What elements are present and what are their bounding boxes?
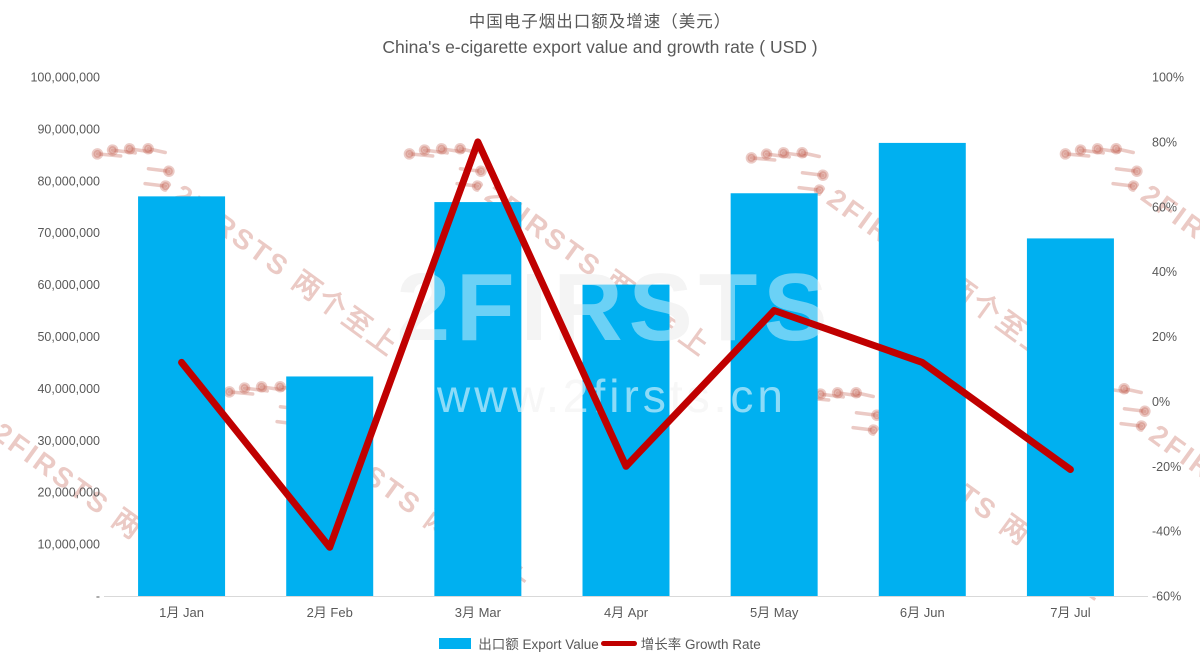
brand-watermark: 2FIRSTS 两个至上 <box>395 112 725 375</box>
export-value-swatch <box>439 637 472 649</box>
dragonfly-watermark-icon <box>745 146 829 196</box>
x-axis-label: 1月 Jan <box>159 605 204 620</box>
left-axis-tick: 70,000,000 <box>37 226 100 240</box>
legend-label-export-value: 出口额 Export Value <box>478 637 599 652</box>
bar-7月 Jul <box>1026 238 1114 596</box>
center-watermark-url-over: www.2firsts.cn <box>436 370 787 422</box>
right-axis-tick: 100% <box>1152 71 1184 85</box>
left-axis-tick: 20,000,000 <box>37 486 100 500</box>
legend-label-growth-rate: 增长率 Growth Rate <box>640 637 761 652</box>
growth-rate-line <box>178 138 1074 551</box>
left-axis-tick: 80,000,000 <box>37 174 100 188</box>
left-axis-tick: - <box>96 590 100 604</box>
legend-item-export-value: 出口额 Export Value <box>439 633 599 653</box>
bar-6月 Jun <box>878 142 966 596</box>
chart-legend: 出口额 Export Value 增长率 Growth Rate <box>0 633 1200 653</box>
x-axis-label: 6月 Jun <box>900 605 945 620</box>
x-axis-label: 2月 Feb <box>307 605 353 620</box>
left-axis-tick: 60,000,000 <box>37 278 100 292</box>
x-axis-label: 3月 Mar <box>455 605 502 620</box>
right-axis-tick: -40% <box>1152 525 1181 539</box>
right-axis-tick: 40% <box>1152 265 1177 279</box>
brand-watermark: 2FIRSTS 两个至上 <box>83 112 413 375</box>
right-axis-tick: -20% <box>1152 460 1181 474</box>
bar-5月 May <box>730 193 818 597</box>
right-axis-tick: 0% <box>1152 395 1170 409</box>
bar-2月 Feb <box>286 376 374 596</box>
left-axis-tick: 10,000,000 <box>37 538 100 552</box>
x-axis-label: 7月 Jul <box>1050 605 1091 620</box>
right-axis-tick: 20% <box>1152 330 1177 344</box>
growth-rate-swatch <box>600 640 637 646</box>
right-axis-tick: -60% <box>1152 590 1181 604</box>
dragonfly-watermark-icon <box>403 142 487 192</box>
dragonfly-watermark-icon <box>1059 142 1143 192</box>
x-axis-label: 5月 May <box>750 605 799 620</box>
legend-item-growth-rate: 增长率 Growth Rate <box>600 633 761 653</box>
brand-watermark: 2FIRSTS 两个至上 <box>1051 112 1200 375</box>
left-axis-tick: 100,000,000 <box>30 71 100 85</box>
bar-3月 Mar <box>434 202 522 597</box>
center-watermark-over: 2FIRSTS <box>397 254 834 361</box>
right-axis-tick: 80% <box>1152 135 1177 149</box>
left-axis-tick: 90,000,000 <box>37 122 100 136</box>
right-axis-tick: 60% <box>1152 200 1177 214</box>
chart-title-en: China's e-cigarette export value and gro… <box>382 37 818 57</box>
left-axis-tick: 50,000,000 <box>37 330 100 344</box>
chart-title-zh: 中国电子烟出口额及增速（美元） <box>468 13 732 31</box>
left-axis-tick: 30,000,000 <box>37 434 100 448</box>
left-axis-tick: 40,000,000 <box>37 382 100 396</box>
brand-watermark: 2FIRSTS 两个至上 <box>737 116 1067 379</box>
dragonfly-watermark-icon <box>91 142 175 192</box>
chart-titles: 中国电子烟出口额及增速（美元） China's e-cigarette expo… <box>0 8 1200 58</box>
x-axis-label: 4月 Apr <box>604 605 649 620</box>
